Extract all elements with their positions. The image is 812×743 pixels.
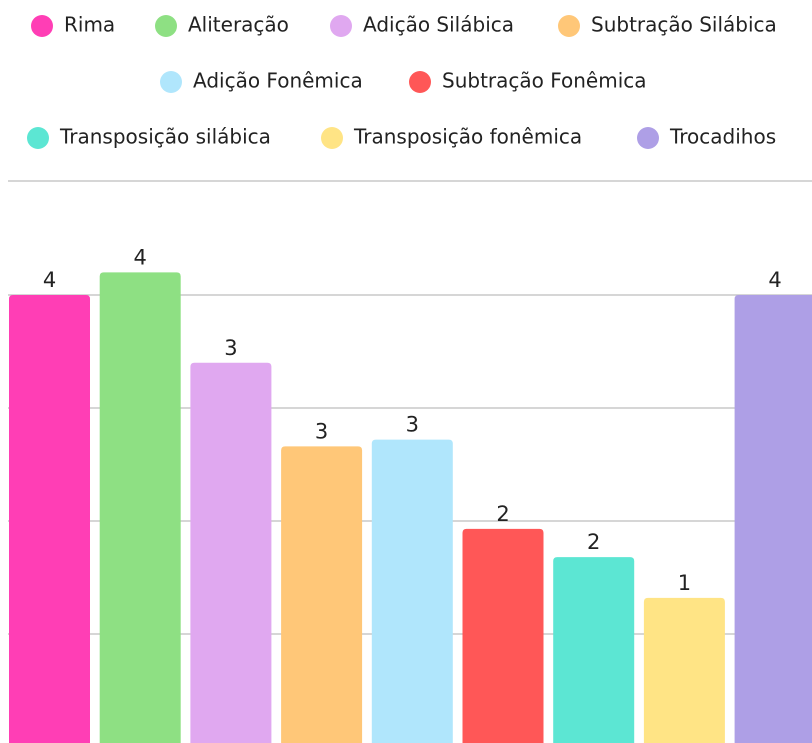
bar	[462, 528, 544, 743]
legend-swatch	[27, 127, 49, 149]
bar	[643, 597, 725, 743]
legend-swatch	[409, 71, 431, 93]
bar	[9, 295, 90, 743]
legend-swatch	[637, 127, 659, 149]
legend-label: Rima	[64, 13, 115, 37]
value-label: 2	[587, 530, 600, 554]
legend-swatch	[31, 15, 53, 37]
legend-swatch	[558, 15, 580, 37]
legend-swatch	[160, 71, 182, 93]
legend-label: Subtração Fonêmica	[442, 69, 647, 93]
legend-label: Aliteração	[188, 13, 289, 37]
value-label: 4	[768, 268, 781, 292]
value-label: 2	[496, 502, 509, 526]
bar	[734, 295, 812, 743]
legend-swatch	[330, 15, 352, 37]
value-label: 3	[315, 419, 328, 443]
bar	[99, 272, 181, 743]
legend-swatch	[321, 127, 343, 149]
legend-label: Adição Fonêmica	[193, 69, 363, 93]
legend-label: Transposição silábica	[59, 125, 271, 149]
value-label: 3	[224, 336, 237, 360]
bar	[190, 362, 272, 743]
legend-swatch	[155, 15, 177, 37]
bar	[371, 439, 453, 743]
legend-label: Subtração Silábica	[591, 13, 777, 37]
legend-label: Transposição fonêmica	[353, 125, 582, 149]
value-label: 3	[406, 413, 419, 437]
value-label: 1	[678, 571, 691, 595]
bar	[281, 446, 363, 743]
value-label: 4	[43, 268, 56, 292]
legend-label: Adição Silábica	[363, 13, 514, 37]
legend-label: Trocadihos	[669, 125, 776, 149]
bar	[553, 557, 635, 743]
value-label: 4	[134, 245, 147, 269]
